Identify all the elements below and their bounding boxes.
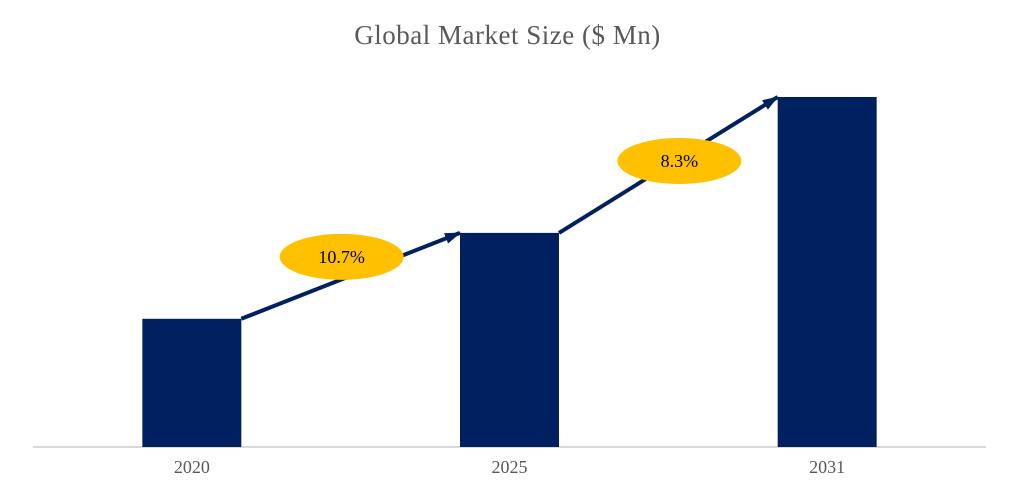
- growth-label-2025-2031: 8.3%: [661, 151, 699, 171]
- growth-ellipse-2025-2031: [617, 137, 742, 184]
- growth-label-2020-2025: 10.7%: [318, 247, 365, 267]
- x-tick-label-2025: 2025: [492, 457, 528, 477]
- chart-title: Global Market Size ($ Mn): [354, 20, 661, 50]
- growth-ellipse-2020-2025: [279, 233, 404, 280]
- x-tick-label-2031: 2031: [809, 457, 845, 477]
- x-tick-label-2020: 2020: [174, 457, 210, 477]
- bar-2025: [460, 232, 559, 447]
- bar-2031: [777, 97, 877, 447]
- bar-2020: [142, 318, 242, 447]
